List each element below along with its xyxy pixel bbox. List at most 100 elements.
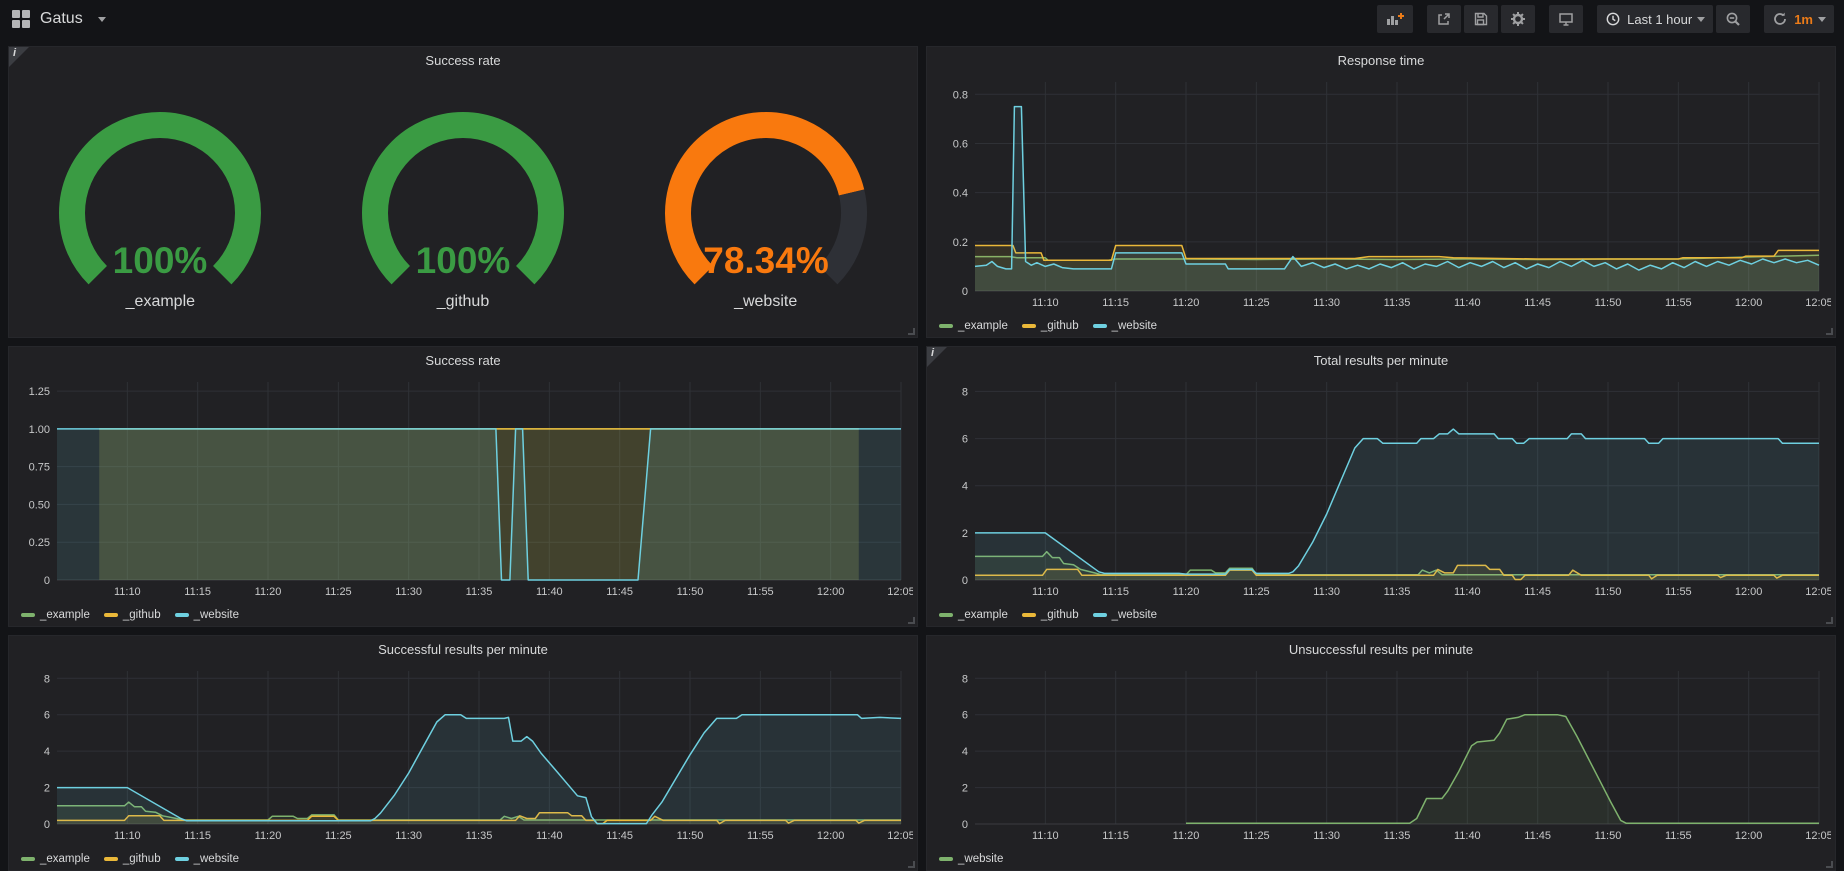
- magnifier-minus-icon: [1725, 11, 1741, 27]
- svg-text:12:05: 12:05: [1805, 297, 1831, 309]
- chevron-down-icon: [1697, 17, 1705, 22]
- panel-resize-handle[interactable]: [1826, 328, 1833, 335]
- svg-text:11:45: 11:45: [606, 830, 633, 842]
- legend-item-github[interactable]: _github: [104, 609, 161, 621]
- gauge-website: 78.34%_website: [631, 101, 901, 311]
- legend-item-example[interactable]: _example: [939, 609, 1008, 621]
- svg-text:12:05: 12:05: [1805, 586, 1831, 598]
- legend-item-website[interactable]: _website: [939, 853, 1003, 865]
- cycle-view-button[interactable]: [1549, 5, 1583, 33]
- svg-text:11:50: 11:50: [1595, 830, 1622, 842]
- series-color-marker: [939, 613, 953, 617]
- svg-text:11:30: 11:30: [1313, 586, 1340, 598]
- legend-item-github[interactable]: _github: [104, 853, 161, 865]
- svg-text:11:45: 11:45: [1524, 297, 1551, 309]
- svg-text:11:20: 11:20: [1173, 297, 1200, 309]
- series-color-marker: [21, 857, 35, 861]
- svg-text:2: 2: [962, 783, 968, 795]
- svg-text:11:50: 11:50: [677, 830, 704, 842]
- add-panel-button[interactable]: [1377, 5, 1413, 33]
- response-time-chart[interactable]: 11:1011:1511:2011:2511:3011:3511:4011:45…: [931, 75, 1831, 311]
- svg-text:11:10: 11:10: [114, 830, 141, 842]
- series-color-marker: [1093, 613, 1107, 617]
- chevron-down-icon[interactable]: [98, 17, 106, 22]
- svg-text:12:00: 12:00: [1735, 830, 1763, 842]
- svg-text:11:30: 11:30: [1313, 830, 1340, 842]
- svg-text:11:55: 11:55: [747, 586, 774, 598]
- svg-text:12:05: 12:05: [887, 586, 913, 598]
- panel-successful-results: Successful results per minute 11:1011:15…: [8, 635, 918, 871]
- success-rate-chart[interactable]: 11:1011:1511:2011:2511:3011:3511:4011:45…: [13, 375, 913, 600]
- legend-item-website[interactable]: _website: [175, 853, 239, 865]
- panel-resize-handle[interactable]: [908, 861, 915, 868]
- series-color-marker: [1022, 324, 1036, 328]
- share-icon: [1436, 11, 1452, 27]
- time-range-picker[interactable]: Last 1 hour: [1597, 5, 1713, 33]
- successful-results-chart[interactable]: 11:1011:1511:2011:2511:3011:3511:4011:45…: [13, 664, 913, 844]
- save-button[interactable]: [1464, 5, 1498, 33]
- svg-text:11:55: 11:55: [1665, 586, 1692, 598]
- svg-text:0: 0: [962, 575, 968, 587]
- svg-text:11:35: 11:35: [466, 830, 493, 842]
- svg-text:11:40: 11:40: [1454, 586, 1481, 598]
- svg-text:11:50: 11:50: [1595, 297, 1622, 309]
- svg-text:11:15: 11:15: [1102, 586, 1129, 598]
- dashboard-title[interactable]: Gatus: [40, 10, 83, 28]
- refresh-button[interactable]: 1m: [1764, 5, 1834, 33]
- panel-resize-handle[interactable]: [908, 328, 915, 335]
- total-results-chart[interactable]: 11:1011:1511:2011:2511:3011:3511:4011:45…: [931, 375, 1831, 600]
- svg-text:11:10: 11:10: [1032, 830, 1059, 842]
- unsuccessful-results-chart[interactable]: 11:1011:1511:2011:2511:3011:3511:4011:45…: [931, 664, 1831, 844]
- svg-text:0.4: 0.4: [953, 188, 968, 200]
- info-icon[interactable]: i: [9, 47, 29, 67]
- legend-item-website[interactable]: _website: [1093, 609, 1157, 621]
- svg-text:11:20: 11:20: [1173, 830, 1200, 842]
- legend-item-github[interactable]: _github: [1022, 609, 1079, 621]
- legend-item-example[interactable]: _example: [21, 609, 90, 621]
- legend-item-example[interactable]: _example: [939, 320, 1008, 332]
- zoom-out-button[interactable]: [1716, 5, 1750, 33]
- legend-item-website[interactable]: _website: [1093, 320, 1157, 332]
- legend-item-github[interactable]: _github: [1022, 320, 1079, 332]
- svg-text:0.2: 0.2: [953, 237, 968, 249]
- series-color-marker: [104, 857, 118, 861]
- svg-text:12:05: 12:05: [1805, 830, 1831, 842]
- svg-text:11:40: 11:40: [1454, 830, 1481, 842]
- svg-text:2: 2: [44, 783, 50, 795]
- settings-button[interactable]: [1501, 5, 1535, 33]
- svg-text:11:35: 11:35: [1384, 586, 1411, 598]
- panel-resize-handle[interactable]: [908, 617, 915, 624]
- legend-item-example[interactable]: _example: [21, 853, 90, 865]
- legend-item-website[interactable]: _website: [175, 609, 239, 621]
- panel-resize-handle[interactable]: [1826, 617, 1833, 624]
- info-icon[interactable]: i: [927, 347, 947, 367]
- clock-icon: [1605, 11, 1621, 27]
- series-color-marker: [1022, 613, 1036, 617]
- monitor-icon: [1558, 11, 1574, 27]
- gauge-example: 100%_example: [25, 101, 295, 311]
- grid-logo-icon[interactable]: [12, 10, 30, 28]
- svg-text:11:10: 11:10: [1032, 586, 1059, 598]
- refresh-icon: [1772, 11, 1788, 27]
- bar-chart-plus-icon: [1385, 11, 1405, 27]
- panel-title[interactable]: Unsuccessful results per minute: [927, 636, 1835, 664]
- series-color-marker: [175, 857, 189, 861]
- svg-text:11:40: 11:40: [1454, 297, 1481, 309]
- share-button[interactable]: [1427, 5, 1461, 33]
- gauge-label: _example: [126, 293, 195, 311]
- svg-text:8: 8: [962, 673, 968, 685]
- panel-title[interactable]: Success rate: [9, 347, 917, 375]
- panel-title[interactable]: Successful results per minute: [9, 636, 917, 664]
- svg-text:8: 8: [44, 673, 50, 685]
- chevron-down-icon: [1818, 17, 1826, 22]
- svg-text:11:55: 11:55: [1665, 830, 1692, 842]
- panel-title[interactable]: Total results per minute: [927, 347, 1835, 375]
- svg-text:0: 0: [44, 575, 50, 587]
- panel-resize-handle[interactable]: [1826, 861, 1833, 868]
- svg-text:12:00: 12:00: [817, 586, 845, 598]
- panel-title[interactable]: Response time: [927, 47, 1835, 75]
- panel-title[interactable]: Success rate: [9, 47, 917, 75]
- refresh-interval-label: 1m: [1794, 12, 1813, 27]
- svg-text:11:25: 11:25: [325, 586, 352, 598]
- svg-text:12:00: 12:00: [1735, 297, 1763, 309]
